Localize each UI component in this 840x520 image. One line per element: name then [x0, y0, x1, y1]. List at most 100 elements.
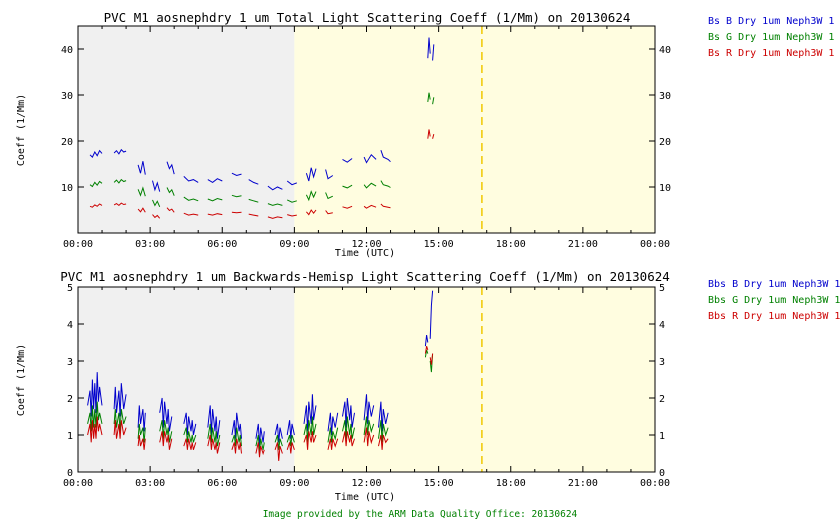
- series-line-segment: [303, 394, 317, 432]
- series-line-segment: [113, 202, 127, 207]
- series-line-segment: [429, 353, 434, 365]
- series-line-segment: [306, 209, 317, 216]
- series-line-segment: [305, 190, 317, 202]
- series-blue: [87, 290, 434, 447]
- series-line-segment: [231, 211, 242, 214]
- series-line-segment: [286, 199, 297, 203]
- series-line-segment: [113, 409, 127, 432]
- series-line-segment: [286, 434, 295, 447]
- series-line-segment: [427, 129, 431, 139]
- series-line-segment: [378, 420, 389, 443]
- series-line-segment: [287, 214, 297, 217]
- series-line-segment: [248, 198, 259, 203]
- series-line-segment: [378, 434, 389, 450]
- legend-entry-red: Bbs R Dry 1um Neph3W 1: [708, 311, 840, 322]
- series-green: [89, 92, 435, 207]
- x-tick-label: 12:00: [351, 478, 381, 489]
- series-line-segment: [325, 210, 333, 215]
- series-line-segment: [159, 397, 173, 432]
- series-line-segment: [207, 178, 223, 184]
- y-tick-label: 0: [67, 468, 73, 479]
- chart-title: PVC M1 aosnephdry 1 um Backwards-Hemisp …: [60, 269, 670, 284]
- series-line-segment: [267, 216, 283, 219]
- series-line-segment: [424, 335, 429, 347]
- series-line-segment: [255, 442, 265, 458]
- series-line-segment: [137, 423, 146, 443]
- series-line-segment: [207, 434, 221, 454]
- legend-entry-red: Bs R Dry 1um Neph3W 1: [708, 48, 834, 59]
- day-shading: [294, 287, 655, 472]
- series-line-segment: [207, 213, 223, 216]
- series-line-segment: [137, 405, 146, 432]
- series-line-segment: [325, 169, 334, 180]
- series-line-segment: [183, 196, 199, 202]
- series-line-segment: [427, 37, 431, 59]
- y-tick-label-right: 40: [659, 45, 671, 56]
- chart-title: PVC M1 aosnephdry 1 um Total Light Scatt…: [104, 10, 631, 25]
- series-line-segment: [207, 405, 221, 439]
- x-tick-label: 18:00: [496, 478, 526, 489]
- series-line-segment: [380, 180, 391, 188]
- series-red: [87, 346, 434, 461]
- series-line-segment: [231, 172, 242, 177]
- series-line-segment: [87, 416, 103, 443]
- y-tick-label-right: 4: [659, 320, 665, 331]
- series-line-segment: [432, 44, 435, 61]
- x-tick-label: 03:00: [135, 478, 165, 489]
- x-tick-label: 00:00: [63, 478, 93, 489]
- series-line-segment: [248, 213, 259, 217]
- y-tick-label-right: 0: [659, 468, 665, 479]
- day-shading: [294, 26, 655, 233]
- series-line-segment: [380, 150, 391, 163]
- y-tick-label-right: 1: [659, 431, 665, 442]
- y-tick-label: 3: [67, 357, 73, 368]
- series-line-segment: [137, 186, 146, 197]
- y-tick-label-right: 3: [659, 357, 665, 368]
- x-tick-label: 18:00: [496, 239, 526, 250]
- plot-background: [78, 26, 655, 233]
- y-tick-label: 2: [67, 394, 73, 405]
- y-tick-label-right: 20: [659, 137, 671, 148]
- y-tick-label: 4: [67, 320, 73, 331]
- series-green: [87, 349, 434, 454]
- series-red: [89, 129, 435, 219]
- series-line-segment: [113, 148, 127, 155]
- series-line-segment: [166, 187, 175, 196]
- x-tick-label: 15:00: [424, 478, 454, 489]
- series-line-segment: [303, 431, 317, 450]
- series-blue: [89, 37, 435, 192]
- series-line-segment: [89, 180, 103, 188]
- series-line-segment: [429, 290, 434, 339]
- x-tick-label: 21:00: [568, 239, 598, 250]
- series-line-segment: [183, 427, 197, 443]
- x-tick-label: 00:00: [640, 239, 670, 250]
- series-line-segment: [166, 207, 175, 213]
- series-line-segment: [342, 397, 355, 428]
- series-line-segment: [152, 180, 161, 192]
- x-tick-label: 03:00: [135, 239, 165, 250]
- series-line-segment: [231, 427, 242, 447]
- series-line-segment: [424, 346, 429, 354]
- series-line-segment: [152, 214, 161, 219]
- series-line-segment: [159, 431, 173, 450]
- y-axis-label: Coeff (1/Mm): [16, 344, 27, 416]
- series-line-segment: [166, 161, 175, 175]
- series-line-segment: [427, 92, 431, 102]
- series-line-segment: [87, 401, 103, 432]
- y-tick-label: 1: [67, 431, 73, 442]
- series-line-segment: [89, 149, 103, 158]
- series-line-segment: [248, 179, 259, 185]
- series-line-segment: [89, 203, 103, 208]
- y-axis-label: Coeff (1/Mm): [16, 94, 27, 166]
- series-line-segment: [424, 349, 429, 358]
- series-line-segment: [327, 412, 339, 436]
- y-tick-label: 5: [67, 283, 73, 294]
- series-line-segment: [432, 133, 435, 139]
- x-tick-label: 06:00: [207, 239, 237, 250]
- series-line-segment: [113, 383, 127, 417]
- series-line-segment: [113, 178, 127, 184]
- series-line-segment: [286, 180, 297, 186]
- series-line-segment: [432, 97, 435, 105]
- legend-entry-green: Bbs G Dry 1um Neph3W 1: [708, 295, 840, 306]
